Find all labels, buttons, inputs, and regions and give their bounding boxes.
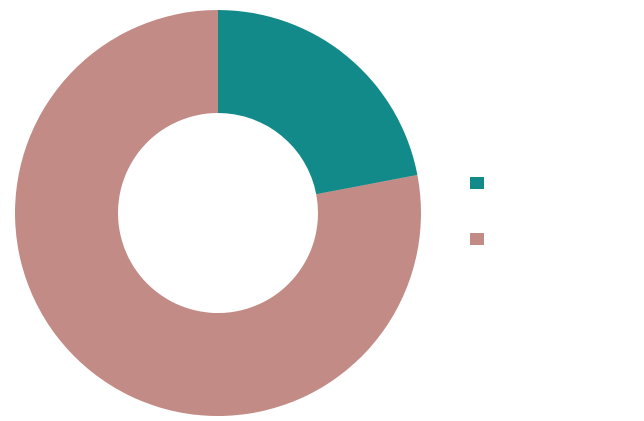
legend-swatch-1 (470, 177, 484, 189)
donut-slice-2 (15, 10, 421, 416)
slices-group (15, 10, 421, 416)
donut-slice-1 (218, 10, 418, 195)
legend (470, 177, 484, 245)
legend-swatch-2 (470, 233, 484, 245)
